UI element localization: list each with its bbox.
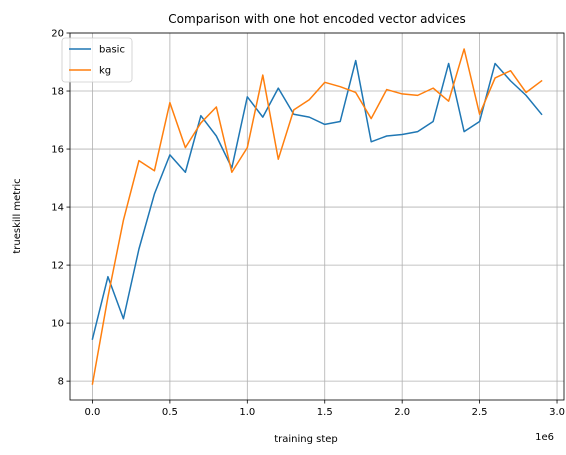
- y-tick-label: 18: [51, 87, 64, 98]
- x-axis-offset-label: 1e6: [535, 432, 554, 443]
- x-tick-label: 0.0: [85, 407, 101, 418]
- x-tick-label: 1.5: [317, 407, 333, 418]
- y-tick-label: 12: [51, 261, 64, 272]
- y-axis-label: trueskill metric: [12, 178, 23, 253]
- x-tick-label: 2.5: [472, 407, 488, 418]
- y-tick-label: 20: [51, 29, 64, 40]
- x-axis-label: training step: [274, 434, 338, 445]
- y-tick-label: 10: [51, 319, 64, 330]
- y-axis-ticks: 8 10 12 14 16 18 20: [51, 29, 70, 388]
- series-line-kg: [91, 48, 543, 385]
- y-tick-label: 14: [51, 203, 64, 214]
- x-axis-ticks: 0.0 0.5 1.0 1.5 2.0 2.5 3.0: [85, 400, 565, 418]
- legend-label-basic: basic: [99, 45, 125, 56]
- series-line-basic: [91, 59, 543, 340]
- series-lines: [91, 48, 543, 385]
- chart-title: Comparison with one hot encoded vector a…: [168, 12, 465, 26]
- plot-frame: [69, 32, 565, 401]
- legend: basic kg: [61, 37, 133, 83]
- x-tick-label: 2.0: [394, 407, 410, 418]
- y-tick-label: 8: [58, 377, 64, 388]
- x-tick-label: 3.0: [549, 407, 565, 418]
- y-tick-label: 16: [51, 145, 64, 156]
- x-tick-label: 1.0: [239, 407, 255, 418]
- legend-label-kg: kg: [99, 66, 111, 77]
- x-tick-label: 0.5: [162, 407, 178, 418]
